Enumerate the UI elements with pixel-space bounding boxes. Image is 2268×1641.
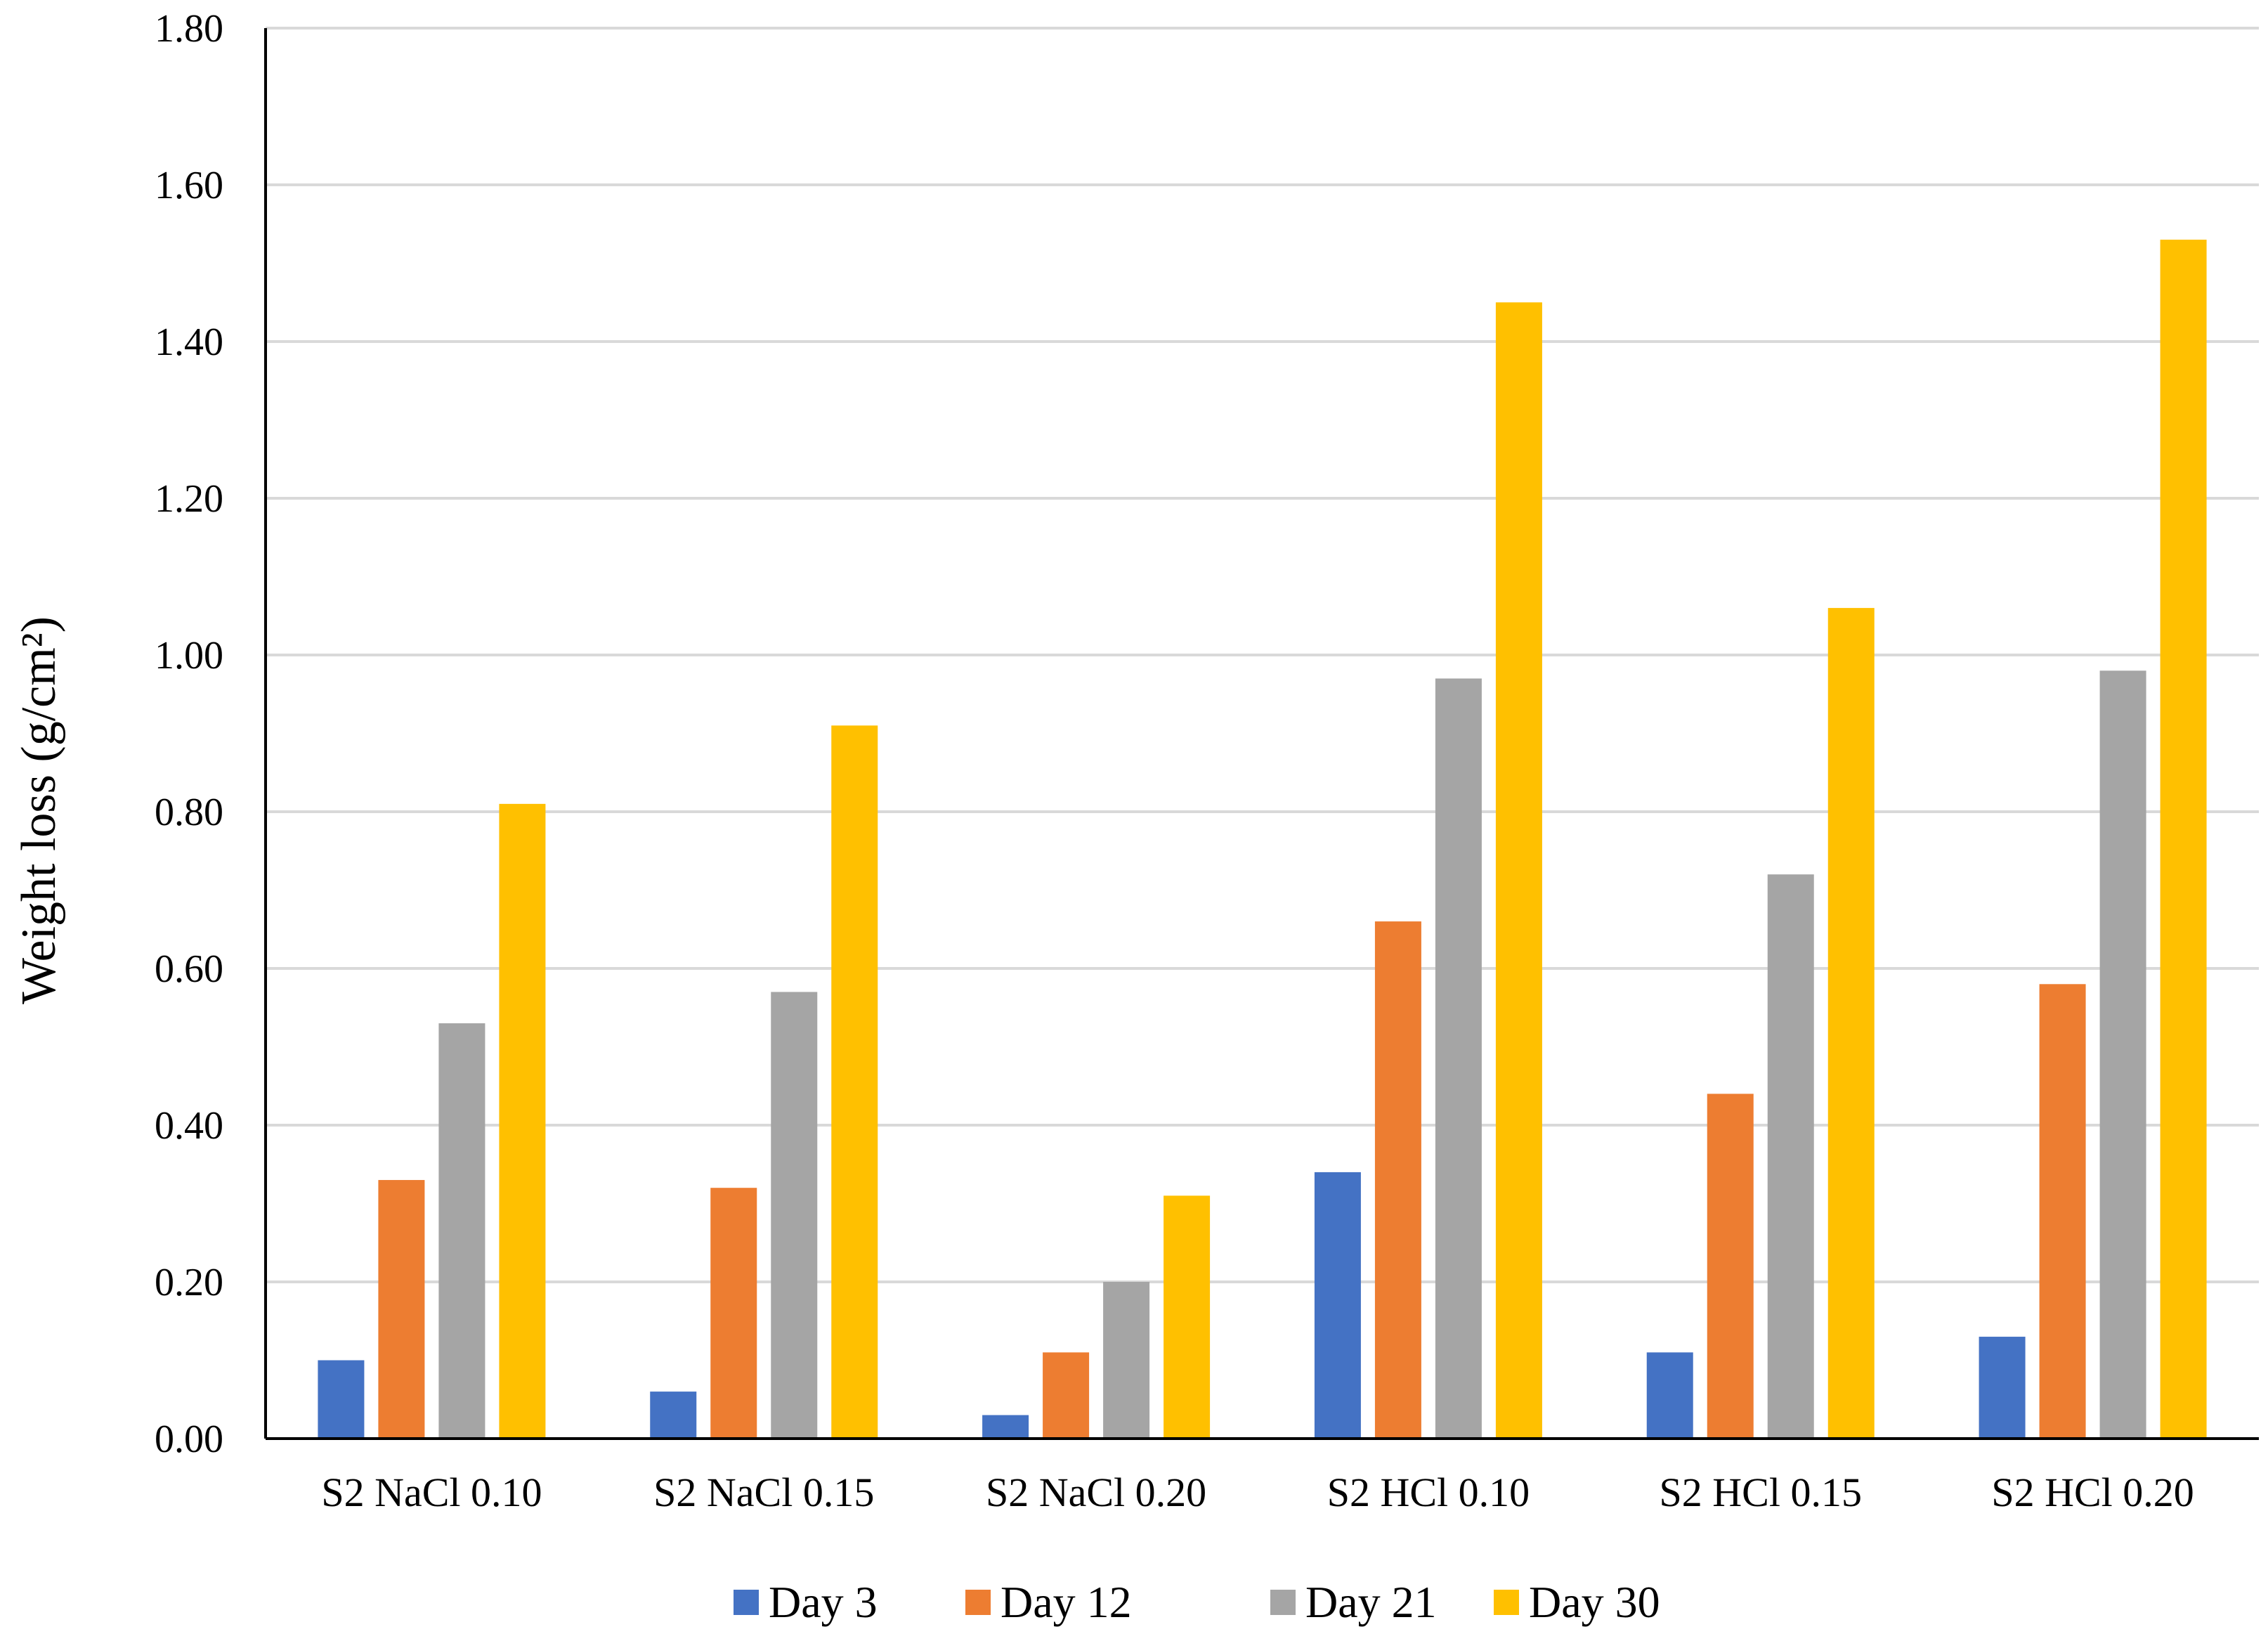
bar-day-21 — [1435, 678, 1482, 1439]
legend-label: Day 30 — [1529, 1577, 1660, 1627]
legend: Day 3 Day 12 Day 21 Day 30 — [734, 1577, 1660, 1627]
x-category-label: S2 NaCl 0.20 — [986, 1470, 1206, 1515]
x-category-labels: S2 NaCl 0.10 S2 NaCl 0.15 S2 NaCl 0.20 S2 H… — [321, 1470, 2194, 1515]
bar-day-3 — [650, 1392, 697, 1439]
bar-day-3 — [1979, 1337, 2026, 1439]
bar-day-12 — [2039, 984, 2086, 1439]
y-tick-label: 0.00 — [155, 1418, 223, 1461]
y-tick-label: 1.60 — [155, 164, 223, 207]
bar-day-3 — [1646, 1352, 1693, 1439]
legend-label: Day 21 — [1305, 1577, 1437, 1627]
bar-day-3 — [318, 1360, 365, 1439]
bar-day-21 — [2099, 670, 2146, 1439]
bar-day-12 — [1707, 1094, 1754, 1439]
y-tick-label: 1.40 — [155, 320, 223, 364]
bar-day-12 — [1043, 1352, 1090, 1439]
axes — [264, 28, 2259, 1440]
y-tick-label: 1.00 — [155, 634, 223, 677]
y-tick-labels: 0.00 0.20 0.40 0.60 0.80 1.00 1.20 1.40 1.60 1.80 — [155, 7, 223, 1461]
legend-label: Day 3 — [769, 1577, 878, 1627]
legend-swatch — [965, 1590, 991, 1615]
bar-day-3 — [1314, 1172, 1361, 1439]
y-tick-label: 1.20 — [155, 477, 223, 521]
bar-day-3 — [982, 1415, 1029, 1439]
gridlines — [266, 27, 2259, 1283]
bar-day-12 — [1374, 921, 1421, 1439]
y-tick-label: 0.60 — [155, 947, 223, 991]
bar-day-21 — [1767, 874, 1814, 1439]
bar-day-21 — [771, 992, 818, 1439]
bars — [318, 240, 2207, 1439]
bar-day-30 — [2160, 240, 2207, 1439]
bar-day-30 — [1827, 608, 1875, 1439]
y-tick-label: 0.40 — [155, 1104, 223, 1148]
legend-label: Day 12 — [1001, 1577, 1132, 1627]
x-category-label: S2 HCl 0.10 — [1327, 1470, 1530, 1515]
bar-day-30 — [831, 725, 878, 1439]
bar-day-21 — [438, 1023, 485, 1439]
legend-swatch — [734, 1590, 759, 1615]
bar-day-30 — [499, 803, 546, 1439]
legend-swatch — [1270, 1590, 1296, 1615]
bar-day-30 — [1164, 1195, 1211, 1439]
x-category-label: S2 NaCl 0.10 — [321, 1470, 542, 1515]
bar-day-21 — [1103, 1282, 1150, 1439]
x-category-label: S2 HCl 0.15 — [1660, 1470, 1862, 1515]
bar-day-12 — [378, 1180, 425, 1439]
bar-day-12 — [710, 1188, 757, 1439]
y-axis-title: Weight loss (g/cm²) — [12, 616, 66, 1004]
bar-day-30 — [1495, 302, 1542, 1439]
y-tick-label: 1.80 — [155, 7, 223, 51]
y-tick-label: 0.20 — [155, 1261, 223, 1304]
x-category-label: S2 NaCl 0.15 — [653, 1470, 874, 1515]
legend-swatch — [1494, 1590, 1519, 1615]
x-category-label: S2 HCl 0.20 — [1991, 1470, 2194, 1515]
y-tick-label: 0.80 — [155, 791, 223, 834]
